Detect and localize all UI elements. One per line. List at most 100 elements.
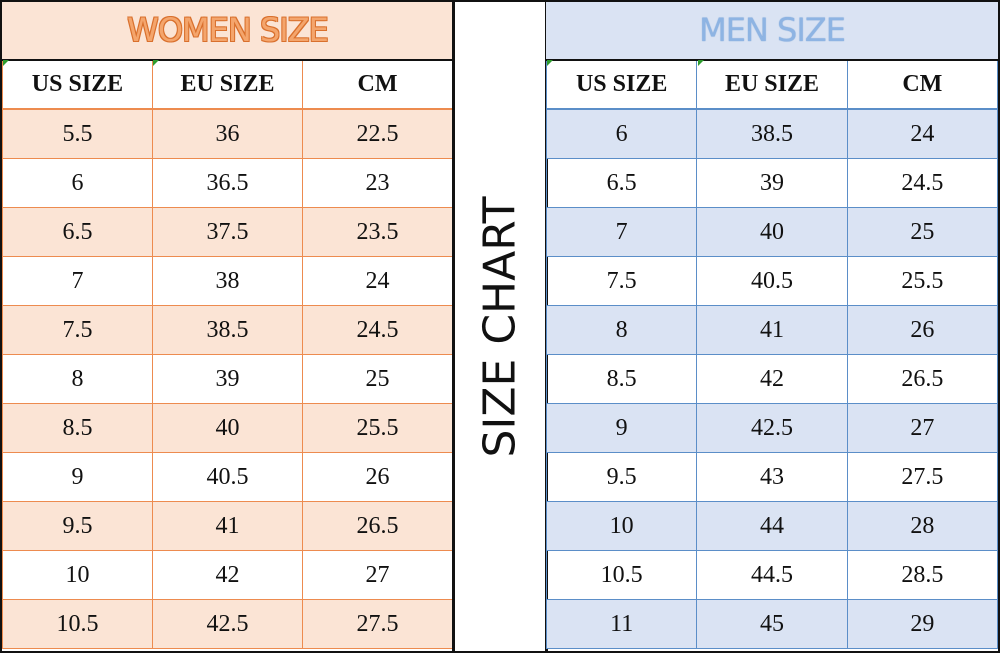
women-eu-cell: 36.5 [152, 158, 303, 208]
women-us-cell: 8 [2, 354, 153, 404]
women-cm-cell: 24.5 [302, 305, 453, 355]
men-us-cell: 10.5 [545, 550, 698, 600]
table-row: 10 44 28 [545, 501, 999, 551]
table-row: 9 40.5 26 [2, 452, 453, 502]
women-eu-cell: 36 [152, 108, 303, 159]
men-cm-cell: 28.5 [846, 550, 999, 600]
table-row: 6 38.5 24 [545, 108, 999, 159]
women-eu-cell: 41 [152, 501, 303, 551]
women-size-table: US SIZE EU SIZE CM 5.5 36 22.5 6 36.5 23 6.5… [2, 59, 453, 649]
women-us-cell: 7 [2, 256, 153, 306]
men-header-cm: CM [846, 59, 999, 110]
table-row: 7 38 24 [2, 256, 453, 306]
table-row: 9 42.5 27 [545, 403, 999, 453]
men-eu-cell: 45 [696, 599, 848, 649]
women-us-cell: 5.5 [2, 108, 153, 159]
women-us-cell: 8.5 [2, 403, 153, 453]
table-row: 5.5 36 22.5 [2, 108, 453, 159]
table-row: 10.5 44.5 28.5 [545, 550, 999, 600]
women-size-panel: WOMEN SIZE US SIZE EU SIZE CM 5.5 36 22.5 … [2, 2, 453, 649]
women-header-us: US SIZE [2, 59, 153, 110]
men-cm-cell: 27 [846, 403, 999, 453]
women-us-cell: 7.5 [2, 305, 153, 355]
women-header-eu: EU SIZE [152, 59, 303, 110]
women-eu-cell: 39 [152, 354, 303, 404]
women-cm-cell: 27.5 [302, 599, 453, 649]
table-row: 10.5 42.5 27.5 [2, 599, 453, 649]
women-cm-cell: 24 [302, 256, 453, 306]
men-cm-cell: 29 [846, 599, 999, 649]
men-cm-cell: 24 [846, 108, 999, 159]
women-eu-cell: 42 [152, 550, 303, 600]
men-eu-cell: 39 [696, 158, 848, 208]
men-eu-cell: 44.5 [696, 550, 848, 600]
women-header-cm: CM [302, 59, 453, 110]
men-us-cell: 8.5 [545, 354, 698, 404]
women-us-cell: 9.5 [2, 501, 153, 551]
center-column: SIZE CHART [455, 2, 545, 651]
men-eu-cell: 40.5 [696, 256, 848, 306]
table-row: 7 40 25 [545, 207, 999, 257]
men-cm-cell: 27.5 [846, 452, 999, 502]
women-cm-cell: 25 [302, 354, 453, 404]
women-us-cell: 10.5 [2, 599, 153, 649]
table-row: 8 41 26 [545, 305, 999, 355]
table-row: 7.5 38.5 24.5 [2, 305, 453, 355]
table-row: 10 42 27 [2, 550, 453, 600]
women-eu-cell: 37.5 [152, 207, 303, 257]
women-cm-cell: 22.5 [302, 108, 453, 159]
men-cm-cell: 28 [846, 501, 999, 551]
women-cm-cell: 26.5 [302, 501, 453, 551]
cell-comment-marker [3, 60, 9, 66]
left-divider [452, 0, 455, 653]
women-us-cell: 9 [2, 452, 153, 502]
cell-comment-marker [547, 60, 553, 66]
women-cm-cell: 26 [302, 452, 453, 502]
men-us-cell: 6.5 [545, 158, 698, 208]
men-us-cell: 7.5 [545, 256, 698, 306]
women-eu-cell: 38.5 [152, 305, 303, 355]
men-header-us: US SIZE [545, 59, 698, 110]
size-chart-vertical-title: SIZE CHART [474, 196, 526, 457]
men-eu-cell: 43 [696, 452, 848, 502]
women-size-title: WOMEN SIZE [2, 2, 453, 59]
men-cm-cell: 25 [846, 207, 999, 257]
men-eu-cell: 40 [696, 207, 848, 257]
table-row: 9.5 43 27.5 [545, 452, 999, 502]
table-row: 8.5 40 25.5 [2, 403, 453, 453]
women-us-cell: 6.5 [2, 207, 153, 257]
women-cm-cell: 23.5 [302, 207, 453, 257]
men-cm-cell: 24.5 [846, 158, 999, 208]
men-cm-cell: 26 [846, 305, 999, 355]
men-cm-cell: 26.5 [846, 354, 999, 404]
men-header-row: US SIZE EU SIZE CM [545, 59, 999, 110]
men-size-table: US SIZE EU SIZE CM 6 38.5 24 6.5 39 24.5 7 40… [545, 59, 999, 649]
men-us-cell: 11 [545, 599, 698, 649]
men-eu-cell: 38.5 [696, 108, 848, 159]
women-eu-cell: 38 [152, 256, 303, 306]
table-row: 6.5 37.5 23.5 [2, 207, 453, 257]
women-us-cell: 10 [2, 550, 153, 600]
men-us-cell: 9.5 [545, 452, 698, 502]
men-size-panel: MEN SIZE US SIZE EU SIZE CM 6 38.5 24 6.5 3… [545, 2, 999, 649]
table-row: 8.5 42 26.5 [545, 354, 999, 404]
men-us-cell: 10 [545, 501, 698, 551]
men-us-cell: 8 [545, 305, 698, 355]
men-header-eu: EU SIZE [696, 59, 848, 110]
table-row: 11 45 29 [545, 599, 999, 649]
men-eu-cell: 41 [696, 305, 848, 355]
women-eu-cell: 40.5 [152, 452, 303, 502]
cell-comment-marker [698, 60, 704, 66]
men-us-cell: 6 [545, 108, 698, 159]
women-cm-cell: 25.5 [302, 403, 453, 453]
women-header-row: US SIZE EU SIZE CM [2, 59, 453, 110]
men-eu-cell: 42 [696, 354, 848, 404]
women-eu-cell: 40 [152, 403, 303, 453]
table-row: 7.5 40.5 25.5 [545, 256, 999, 306]
table-row: 6.5 39 24.5 [545, 158, 999, 208]
women-cm-cell: 27 [302, 550, 453, 600]
table-row: 6 36.5 23 [2, 158, 453, 208]
men-eu-cell: 44 [696, 501, 848, 551]
men-us-cell: 7 [545, 207, 698, 257]
table-row: 9.5 41 26.5 [2, 501, 453, 551]
